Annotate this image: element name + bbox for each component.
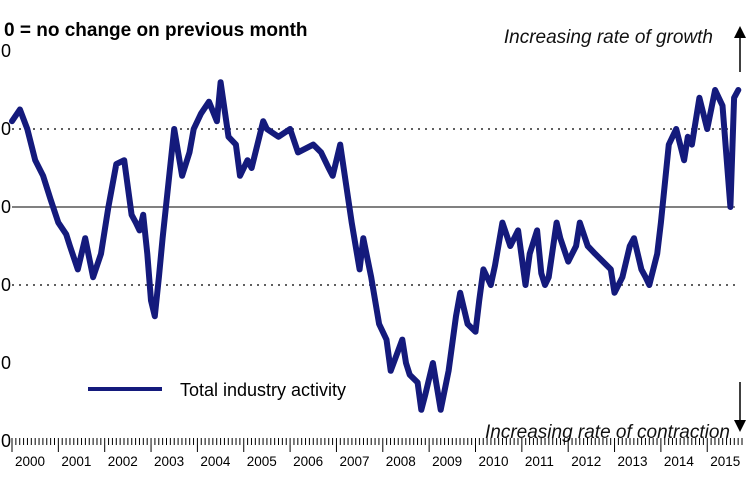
annotation-growth: Increasing rate of growth — [504, 27, 713, 48]
x-tick-label: 2015 — [710, 454, 740, 469]
y-tick-label: 0 — [1, 353, 11, 373]
growth-arrow-head — [734, 26, 746, 38]
x-tick-label: 2007 — [339, 454, 369, 469]
y-tick-label: 0 — [1, 197, 11, 217]
y-tick-label: 0 — [1, 431, 11, 451]
x-tick-label: 2004 — [200, 454, 231, 469]
x-tick-label: 2011 — [525, 454, 554, 469]
x-tick-label: 2014 — [664, 454, 695, 469]
annotation-contraction: Increasing rate of contraction — [485, 422, 730, 443]
y-tick-label: 0 — [1, 119, 11, 139]
x-tick-label: 2013 — [618, 454, 648, 469]
x-tick-label: 2012 — [571, 454, 601, 469]
x-tick-label: 2001 — [61, 454, 91, 469]
x-tick-label: 2000 — [15, 454, 45, 469]
x-tick-label: 2009 — [432, 454, 462, 469]
y-axis-ticks: 0 0 0 0 0 0 — [1, 41, 11, 451]
x-tick-label: 2010 — [478, 454, 508, 469]
x-tick-label: 2002 — [108, 454, 138, 469]
y-tick-label: 0 — [1, 275, 11, 295]
y-tick-label: 0 — [1, 41, 11, 61]
series-line — [9, 79, 742, 413]
series-layer — [9, 79, 742, 413]
x-axis: 2000 2001 2002 2003 2004 2005 2006 2007 2008 2009… — [11, 438, 743, 469]
contraction-arrow-head — [734, 420, 746, 432]
x-tick-label: 2003 — [154, 454, 184, 469]
x-tick-label: 2006 — [293, 454, 323, 469]
x-tick-label: 2005 — [247, 454, 277, 469]
legend-label: Total industry activity — [180, 380, 346, 400]
chart-title: 0 = no change on previous month — [4, 20, 308, 41]
x-tick-label: 2008 — [386, 454, 416, 469]
